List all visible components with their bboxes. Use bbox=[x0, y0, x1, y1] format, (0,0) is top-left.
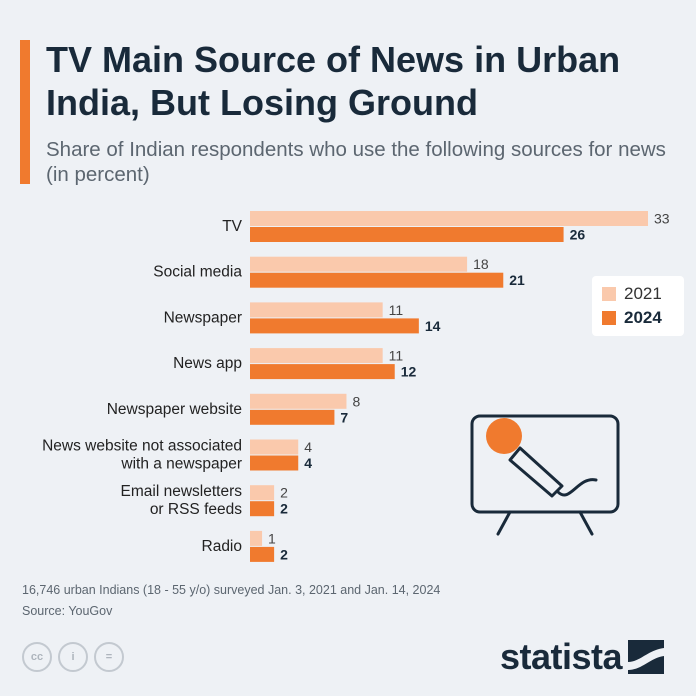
value-label-2024: 2 bbox=[280, 546, 288, 562]
value-label-2021: 18 bbox=[473, 256, 489, 272]
legend-item-2024: 2024 bbox=[602, 307, 662, 329]
page-subtitle: Share of Indian respondents who use the … bbox=[46, 138, 666, 186]
page-title: TV Main Source of News in Urban India, B… bbox=[46, 39, 621, 123]
category-label: Newspaper website bbox=[107, 401, 242, 418]
legend: 2021 2024 bbox=[592, 276, 684, 336]
statista-logo[interactable]: statista bbox=[500, 636, 665, 678]
legend-label-2021: 2021 bbox=[624, 284, 662, 303]
bar-2024 bbox=[250, 227, 564, 242]
legend-label-2024: 2024 bbox=[624, 308, 662, 327]
legend-swatch-2024 bbox=[602, 311, 616, 325]
title-accent-bar bbox=[20, 40, 30, 184]
bar-2024 bbox=[250, 546, 275, 562]
bar-2021 bbox=[250, 439, 299, 455]
value-label-2021: 2 bbox=[280, 485, 288, 501]
bar-2024 bbox=[250, 501, 275, 517]
cc-icon[interactable]: cc bbox=[22, 642, 52, 672]
category-label: Radio bbox=[202, 538, 243, 555]
footnote: 16,746 urban Indians (18 - 55 y/o) surve… bbox=[22, 580, 440, 622]
category-label: Newspaper bbox=[164, 309, 242, 326]
category-label: Email newsletters bbox=[121, 483, 243, 500]
value-label-2021: 11 bbox=[389, 302, 404, 318]
attribution-icon[interactable]: i bbox=[58, 642, 88, 672]
bar-2021 bbox=[250, 211, 648, 226]
value-label-2021: 8 bbox=[352, 393, 360, 409]
value-label-2024: 4 bbox=[304, 455, 312, 471]
bar-2024 bbox=[250, 272, 504, 288]
bar-2024 bbox=[250, 364, 395, 380]
source-note: Source: YouGov bbox=[22, 604, 113, 618]
value-label-2024: 26 bbox=[570, 227, 586, 243]
legend-swatch-2021 bbox=[602, 287, 616, 301]
value-label-2024: 7 bbox=[340, 409, 348, 425]
value-label-2021: 1 bbox=[268, 530, 276, 546]
value-label-2024: 2 bbox=[280, 501, 288, 517]
value-label-2024: 14 bbox=[425, 318, 441, 334]
value-label-2021: 11 bbox=[389, 348, 404, 364]
bar-2021 bbox=[250, 485, 275, 501]
bar-2021 bbox=[250, 302, 383, 318]
category-label: TV bbox=[222, 218, 242, 235]
value-label-2021: 4 bbox=[304, 439, 312, 455]
bar-2021 bbox=[250, 256, 468, 272]
value-label-2024: 12 bbox=[401, 364, 417, 380]
bar-2024 bbox=[250, 318, 419, 334]
brand-name: statista bbox=[500, 636, 623, 677]
bar-2021 bbox=[250, 530, 263, 546]
category-label: News website not associated bbox=[42, 438, 242, 455]
category-label: with a newspaper bbox=[120, 456, 242, 473]
value-label-2021: 33 bbox=[654, 211, 670, 227]
category-label: Social media bbox=[153, 264, 242, 281]
legend-item-2021: 2021 bbox=[602, 283, 662, 305]
category-label: or RSS feeds bbox=[150, 501, 242, 518]
category-label: News app bbox=[173, 355, 242, 372]
no-derivatives-icon[interactable]: = bbox=[94, 642, 124, 672]
tv-microphone-icon bbox=[470, 414, 620, 536]
bar-2024 bbox=[250, 455, 299, 471]
license-icons: cc i = bbox=[22, 642, 124, 672]
bar-2024 bbox=[250, 409, 335, 425]
bar-2021 bbox=[250, 393, 347, 409]
statista-logo-icon bbox=[628, 640, 665, 674]
value-label-2024: 21 bbox=[509, 272, 525, 288]
survey-note: 16,746 urban Indians (18 - 55 y/o) surve… bbox=[22, 583, 441, 597]
bar-2021 bbox=[250, 348, 383, 364]
